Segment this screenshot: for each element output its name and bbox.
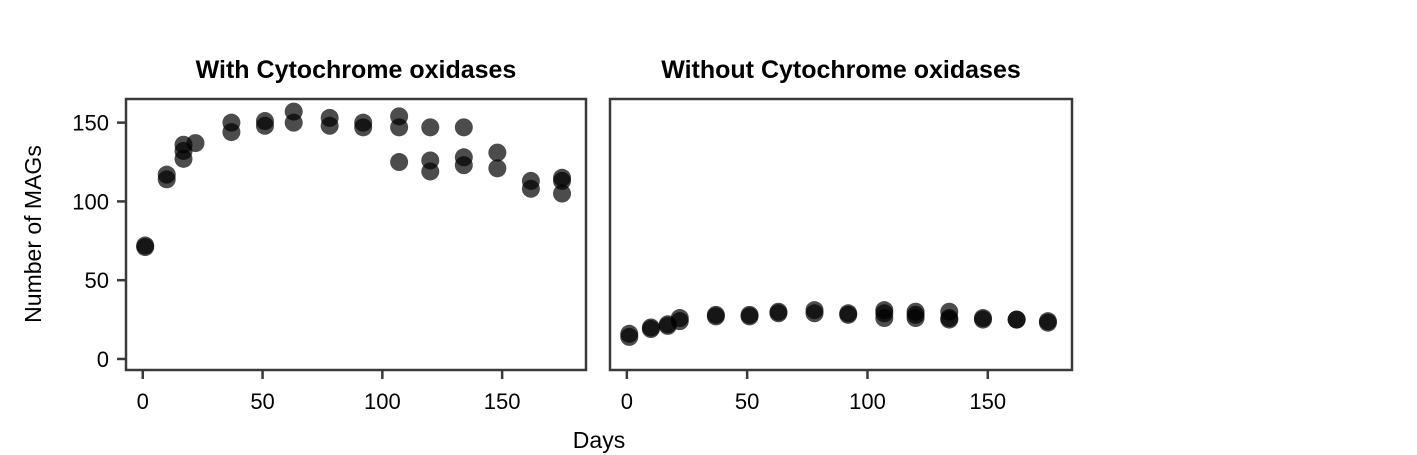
data-point xyxy=(454,148,473,167)
data-point xyxy=(186,134,205,153)
data-point xyxy=(670,309,689,328)
data-point xyxy=(136,236,155,255)
data-point xyxy=(553,168,572,187)
data-point xyxy=(488,143,507,162)
data-point xyxy=(354,113,373,132)
tick-group: 0 50 100 150 0 50 100 150 xyxy=(72,111,520,414)
data-point xyxy=(875,301,894,320)
data-point xyxy=(805,301,824,320)
x-tick-label: 50 xyxy=(250,389,274,414)
data-point xyxy=(1007,310,1026,329)
panel-title: With Cytochrome oxidases xyxy=(196,56,517,84)
data-point xyxy=(706,305,725,324)
data-point xyxy=(906,302,925,321)
data-point xyxy=(284,102,303,121)
y-tick-label: 50 xyxy=(85,268,109,293)
x-tick-label: 100 xyxy=(364,389,401,414)
data-point xyxy=(1038,312,1057,331)
points-group xyxy=(136,102,572,257)
data-point xyxy=(769,302,788,321)
data-point xyxy=(320,108,339,127)
data-point xyxy=(421,151,440,170)
data-point xyxy=(157,165,176,184)
data-point xyxy=(839,304,858,323)
tick-group: 0 50 100 150 xyxy=(621,371,1006,414)
data-point xyxy=(488,159,507,178)
plot-frame xyxy=(124,97,588,372)
data-point xyxy=(255,112,274,131)
data-point xyxy=(454,118,473,137)
data-point xyxy=(390,107,409,126)
data-point xyxy=(421,118,440,137)
data-point xyxy=(553,184,572,203)
data-point xyxy=(620,324,639,343)
data-point xyxy=(940,302,959,321)
panel-with-cytochrome-oxidases: With Cytochrome oxidases 0 50 100 150 0 50 100… xyxy=(72,56,588,414)
x-tick-label: 0 xyxy=(137,389,149,414)
data-point xyxy=(390,153,409,172)
data-point xyxy=(521,171,540,190)
y-axis-title: Number of MAGs xyxy=(20,145,46,323)
plot-frame xyxy=(608,97,1074,372)
y-tick-label: 0 xyxy=(97,347,109,372)
x-axis-title: Days xyxy=(573,427,625,453)
x-tick-label: 100 xyxy=(849,389,886,414)
y-tick-label: 150 xyxy=(72,111,109,136)
data-point xyxy=(222,113,241,132)
panel-without-cytochrome-oxidases: Without Cytochrome oxidases 0 50 100 150 xyxy=(608,56,1074,414)
data-point xyxy=(740,305,759,324)
data-point xyxy=(973,309,992,328)
x-tick-label: 150 xyxy=(484,389,521,414)
x-tick-label: 50 xyxy=(735,389,759,414)
y-tick-label: 100 xyxy=(72,189,109,214)
data-point xyxy=(641,318,660,337)
points-group xyxy=(620,301,1057,346)
x-tick-label: 0 xyxy=(621,389,633,414)
x-tick-label: 150 xyxy=(969,389,1006,414)
panel-title: Without Cytochrome oxidases xyxy=(661,56,1021,84)
